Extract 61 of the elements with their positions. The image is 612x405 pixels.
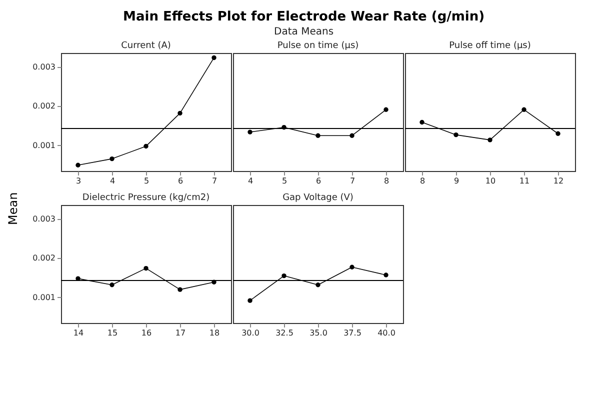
x-tick-label: 40.0 [378,328,396,338]
y-tick-label: 0.001 [32,292,56,302]
text: Data Means [274,26,334,38]
x-tick-label: 32.5 [276,328,294,338]
y-tick-label: 0.003 [32,62,56,72]
point [282,273,286,278]
x-tick-label: 14 [73,328,84,338]
point [316,133,320,138]
x-tick-label: 9 [454,176,460,186]
x-tick-label: 11 [519,176,530,186]
point [178,287,182,292]
chart-title: Current (A) [121,41,171,51]
y-axis-title: Mean [6,192,20,225]
x-tick-label: 37.5 [344,328,362,338]
chart-title: Gap Voltage (V) [282,193,354,203]
point [110,282,114,288]
point [144,144,148,149]
point [384,107,388,112]
chart-title: Pulse off time (µs) [449,41,531,51]
x-tick-label: 4 [110,176,116,186]
point [110,156,114,162]
point [316,282,320,288]
x-tick-label: 6 [178,176,184,186]
point [248,298,252,303]
x-tick-label: 8 [420,176,426,186]
x-tick-label: 8 [384,176,390,186]
x-tick-label: 5 [282,176,288,186]
y-tick-label: 0.001 [32,140,56,150]
point [212,55,216,60]
point [178,110,182,116]
chart-title: Pulse on time (µs) [277,41,359,51]
x-tick-label: 7 [212,176,218,186]
x-tick-label: 15 [107,328,118,338]
text: Main Effects Plot for Electrode Wear Rate (g/min) [123,10,485,24]
x-tick-label: 3 [76,176,82,186]
point [144,266,148,271]
point [522,107,526,112]
x-tick-label: 16 [141,328,152,338]
point [454,132,458,138]
x-tick-label: 17 [175,328,186,338]
point [350,264,354,270]
point [384,272,388,278]
x-tick-label: 30.0 [242,328,260,338]
x-tick-label: 10 [485,176,496,186]
x-tick-label: 7 [350,176,356,186]
point [76,162,80,168]
y-tick-label: 0.002 [32,254,56,263]
x-tick-label: 4 [248,176,254,186]
point [420,120,424,125]
point [248,130,252,134]
point [556,131,560,136]
chart-title: Dielectric Pressure (kg/cm2) [82,193,210,203]
x-tick-label: 35.0 [310,328,328,338]
y-tick-label: 0.002 [32,102,56,111]
x-tick-label: 18 [209,328,220,338]
point [488,138,492,142]
point [350,133,354,138]
x-tick-label: 12 [553,176,564,186]
x-tick-label: 5 [144,176,150,186]
x-tick-label: 6 [316,176,322,186]
y-tick-label: 0.003 [32,214,56,224]
